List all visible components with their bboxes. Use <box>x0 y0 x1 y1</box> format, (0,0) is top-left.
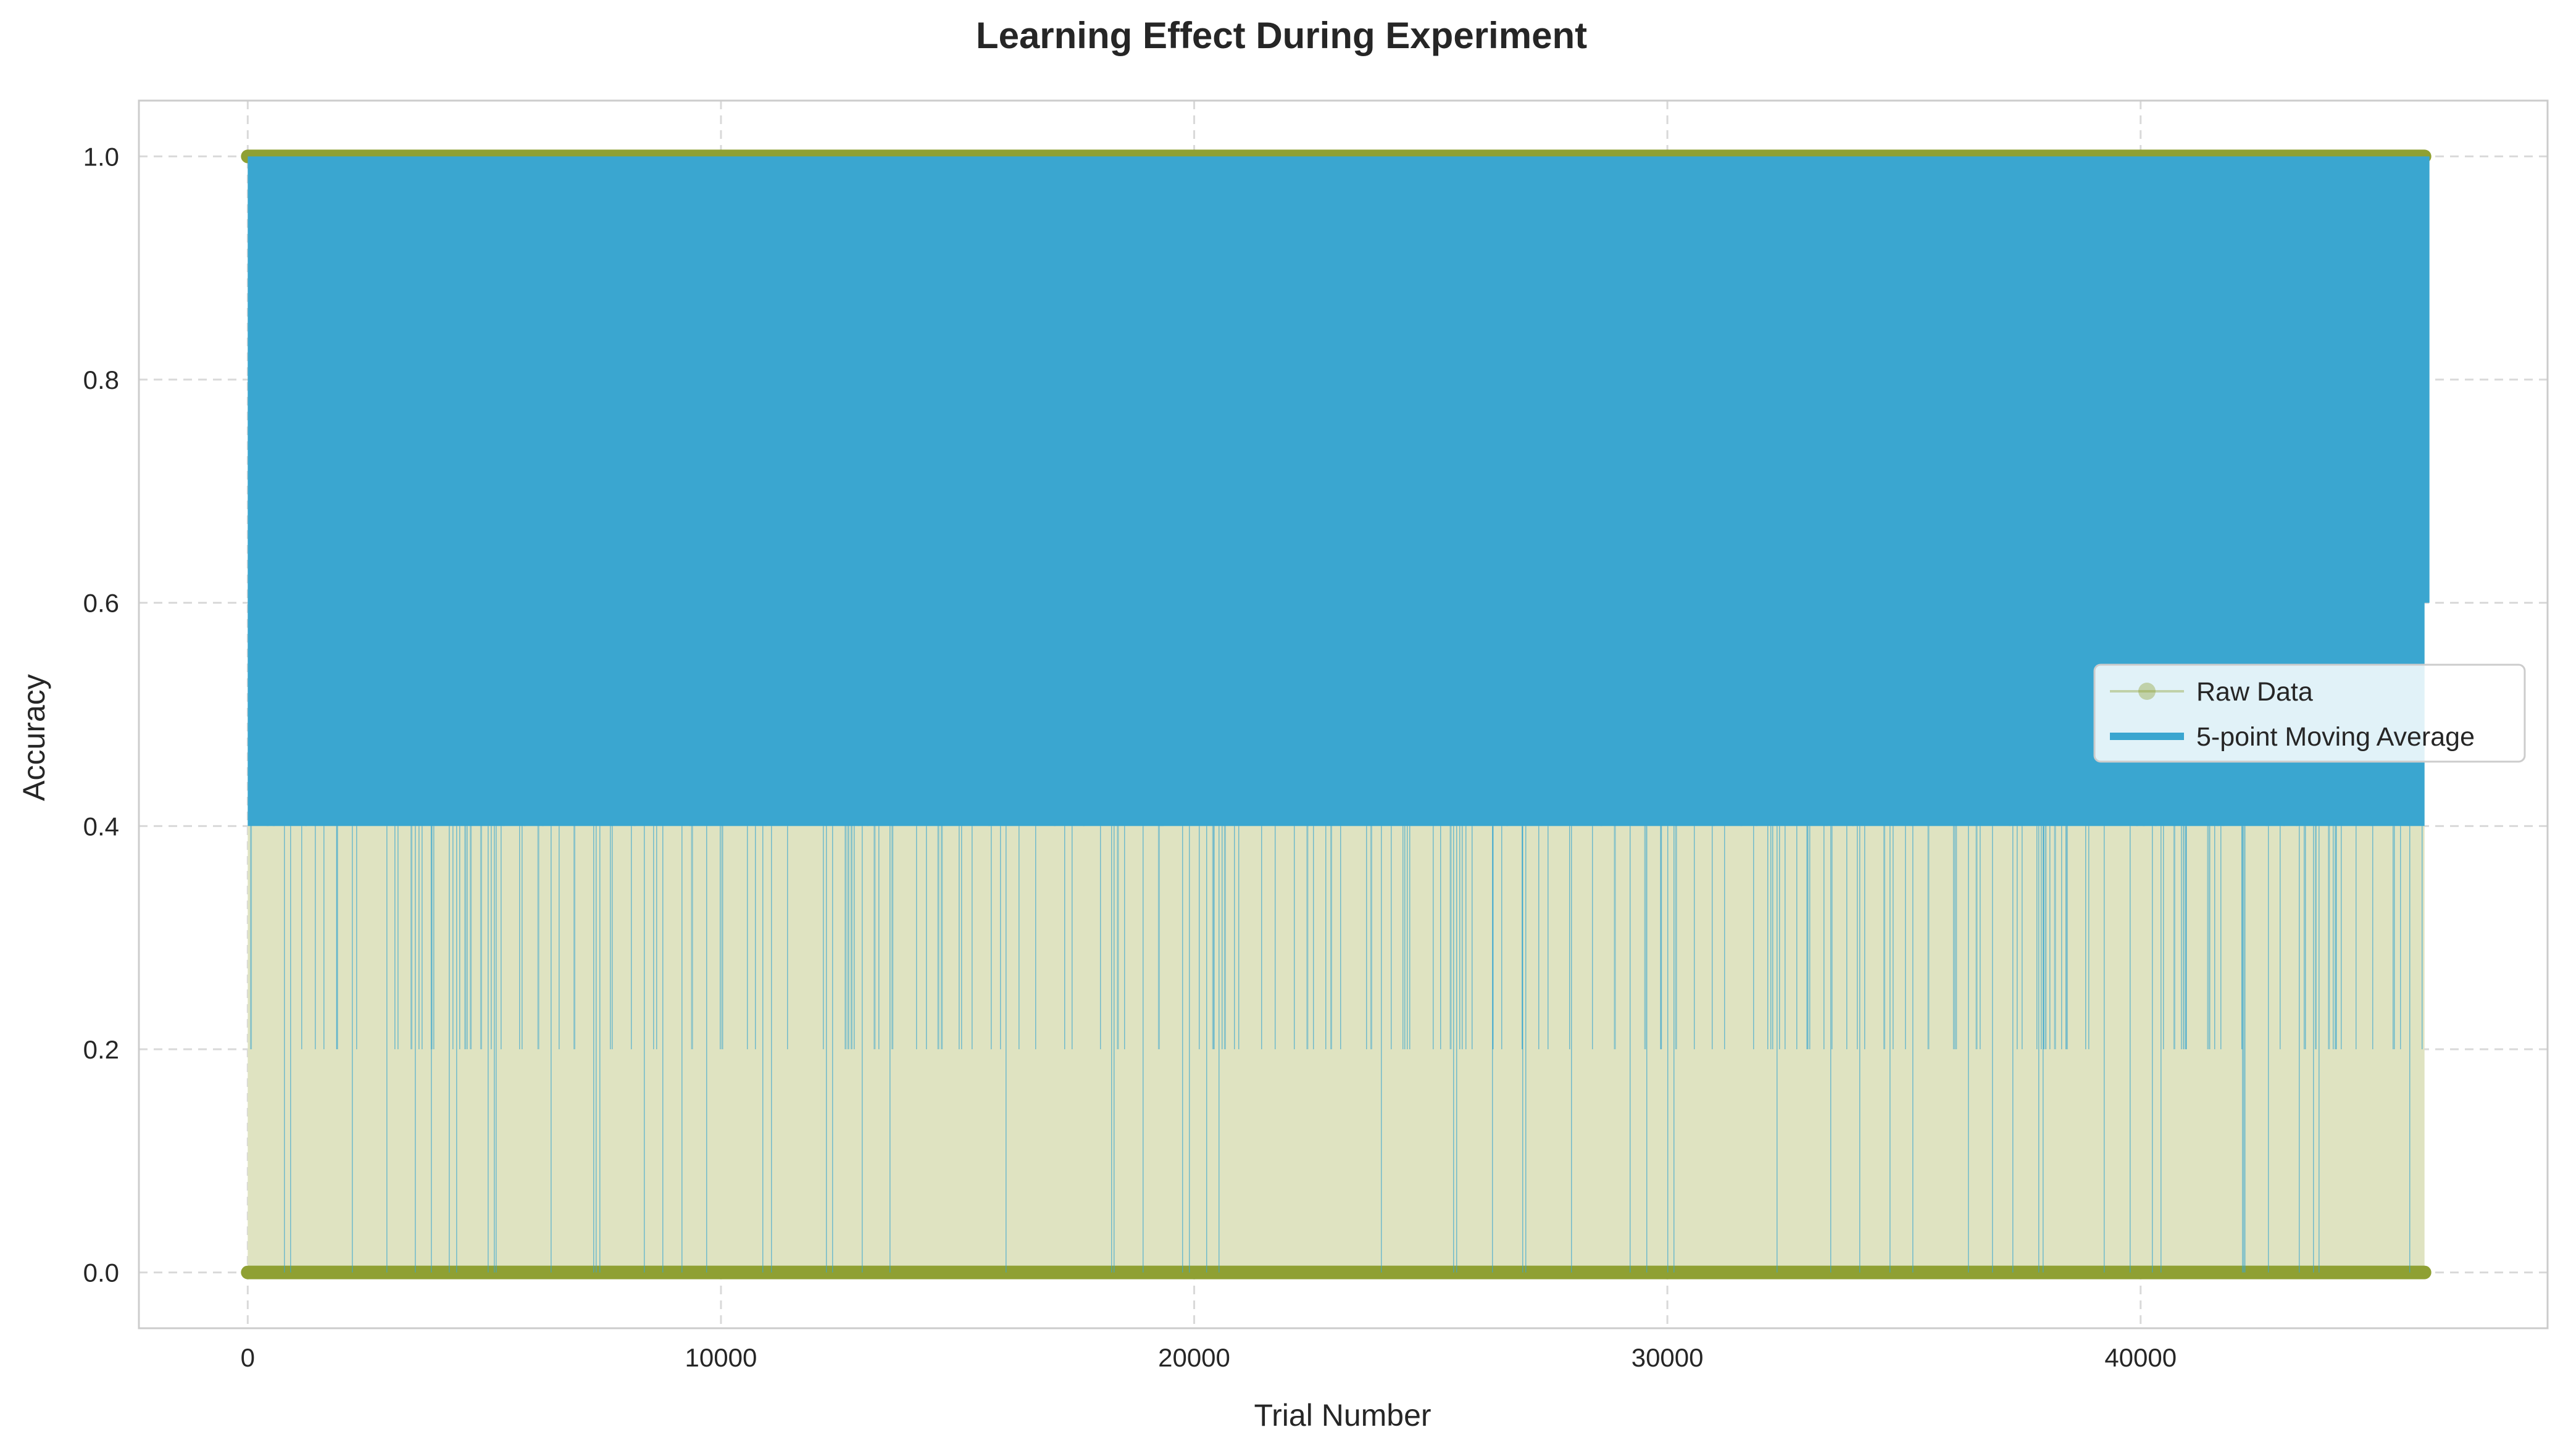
moving-average-tail <box>2422 156 2430 603</box>
x-tick-label: 10000 <box>685 1343 757 1372</box>
y-tick-label: 0.6 <box>83 589 119 618</box>
legend-box <box>2093 664 2526 763</box>
x-tick-label: 30000 <box>1632 1343 1704 1372</box>
axes-border <box>138 99 2549 1329</box>
legend-raw-data: Raw Data <box>2196 677 2313 707</box>
legend-raw-marker <box>2138 683 2156 700</box>
chart-title: Learning Effect During Experiment <box>976 15 1587 56</box>
moving-average-band <box>248 156 2425 826</box>
tick-labels: 0 10000 20000 30000 40000 0.0 0.2 0.4 0.6 0.8 1.0 <box>83 142 2177 1372</box>
moving-average-series <box>248 156 2430 1273</box>
x-tick-label: 0 <box>241 1343 255 1372</box>
x-axis-label: Trial Number <box>1254 1398 1431 1433</box>
y-tick-label: 0.0 <box>83 1258 119 1288</box>
legend-moving-average: 5-point Moving Average <box>2196 722 2475 752</box>
y-tick-label: 0.2 <box>83 1035 119 1064</box>
x-tick-label: 40000 <box>2104 1343 2177 1372</box>
moving-average-spikes <box>250 602 2410 1049</box>
y-tick-label: 0.4 <box>83 812 119 841</box>
legend: Raw Data 5-point Moving Average <box>2093 664 2526 763</box>
y-tick-label: 1.0 <box>83 142 119 171</box>
x-tick-label: 20000 <box>1158 1343 1230 1372</box>
y-tick-label: 0.8 <box>83 365 119 394</box>
axes-frame <box>138 99 2549 1329</box>
y-axis-label: Accuracy <box>17 674 51 801</box>
